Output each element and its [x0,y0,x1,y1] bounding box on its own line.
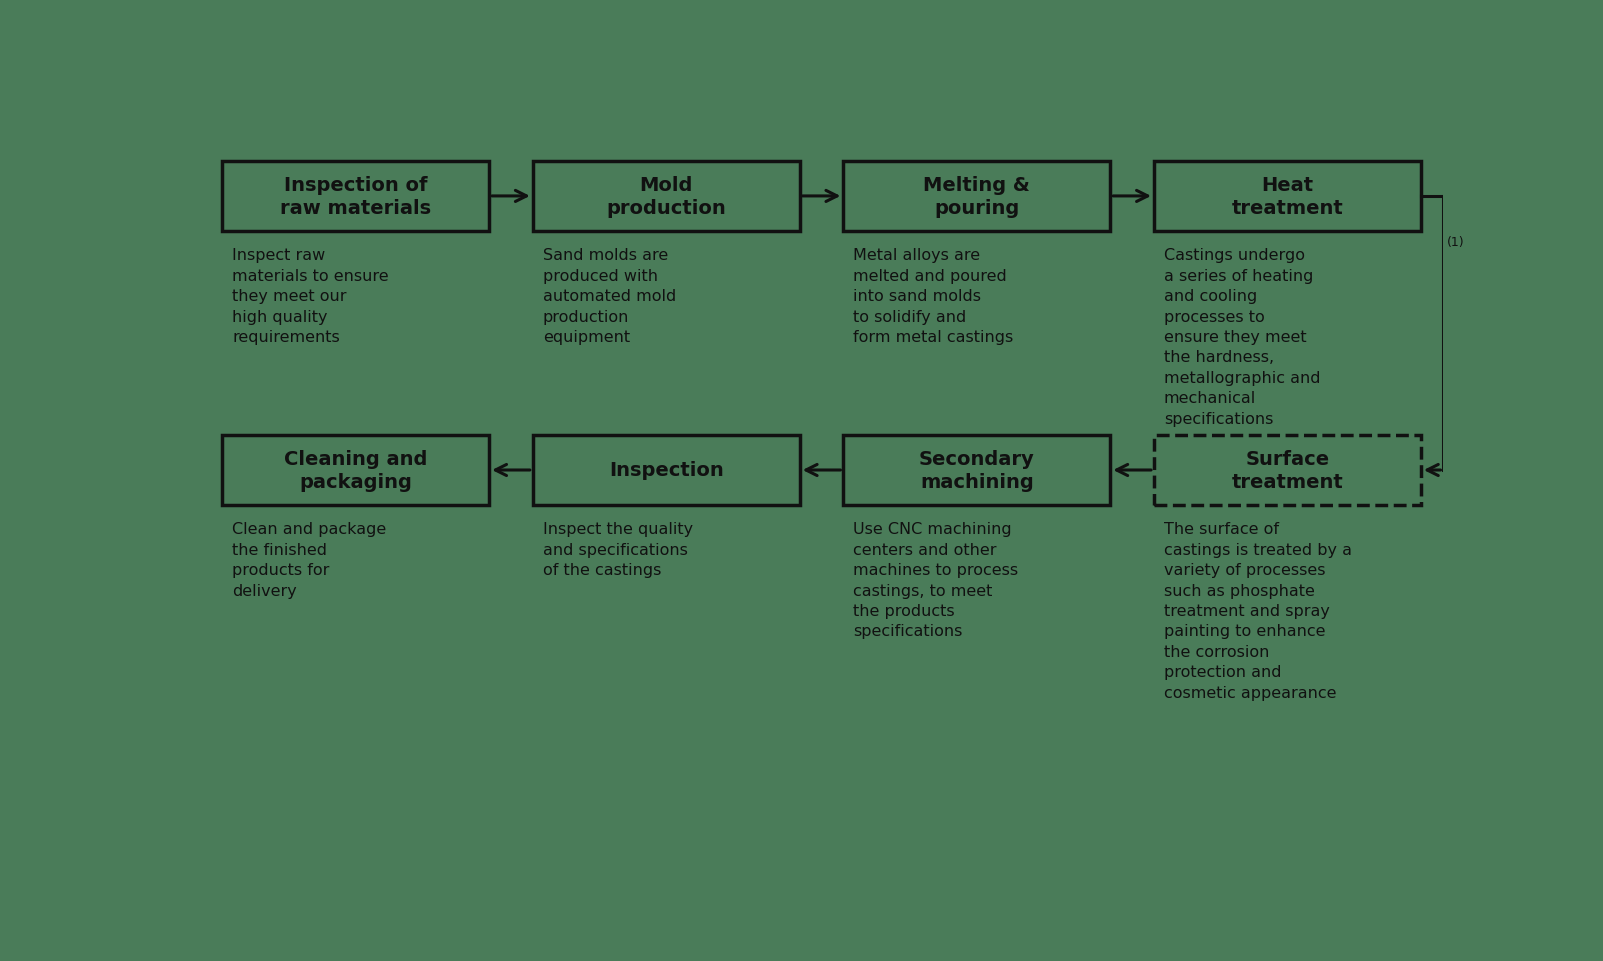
Text: Inspect raw
materials to ensure
they meet our
high quality
requirements: Inspect raw materials to ensure they mee… [232,248,388,345]
FancyBboxPatch shape [223,161,489,232]
FancyBboxPatch shape [532,161,800,232]
FancyBboxPatch shape [223,435,489,505]
Text: (1): (1) [1448,235,1465,249]
Text: Clean and package
the finished
products for
delivery: Clean and package the finished products … [232,522,386,598]
Text: Castings undergo
a series of heating
and cooling
processes to
ensure they meet
t: Castings undergo a series of heating and… [1164,248,1321,426]
FancyBboxPatch shape [1154,161,1420,232]
Text: Surface
treatment: Surface treatment [1231,450,1343,492]
Text: Inspect the quality
and specifications
of the castings: Inspect the quality and specifications o… [543,522,692,578]
Text: Metal alloys are
melted and poured
into sand molds
to solidify and
form metal ca: Metal alloys are melted and poured into … [853,248,1013,345]
Text: Use CNC machining
centers and other
machines to process
castings, to meet
the pr: Use CNC machining centers and other mach… [853,522,1018,639]
Text: Melting &
pouring: Melting & pouring [923,176,1031,218]
Text: Mold
production: Mold production [606,176,726,218]
Text: Sand molds are
produced with
automated mold
production
equipment: Sand molds are produced with automated m… [543,248,676,345]
Text: Inspection: Inspection [609,461,723,480]
FancyBboxPatch shape [1154,435,1420,505]
FancyBboxPatch shape [532,435,800,505]
FancyBboxPatch shape [843,161,1111,232]
Text: Inspection of
raw materials: Inspection of raw materials [281,176,431,218]
Text: Secondary
machining: Secondary machining [919,450,1034,492]
Text: Cleaning and
packaging: Cleaning and packaging [284,450,428,492]
FancyBboxPatch shape [843,435,1111,505]
Text: The surface of
castings is treated by a
variety of processes
such as phosphate
t: The surface of castings is treated by a … [1164,522,1351,700]
Text: Heat
treatment: Heat treatment [1231,176,1343,218]
